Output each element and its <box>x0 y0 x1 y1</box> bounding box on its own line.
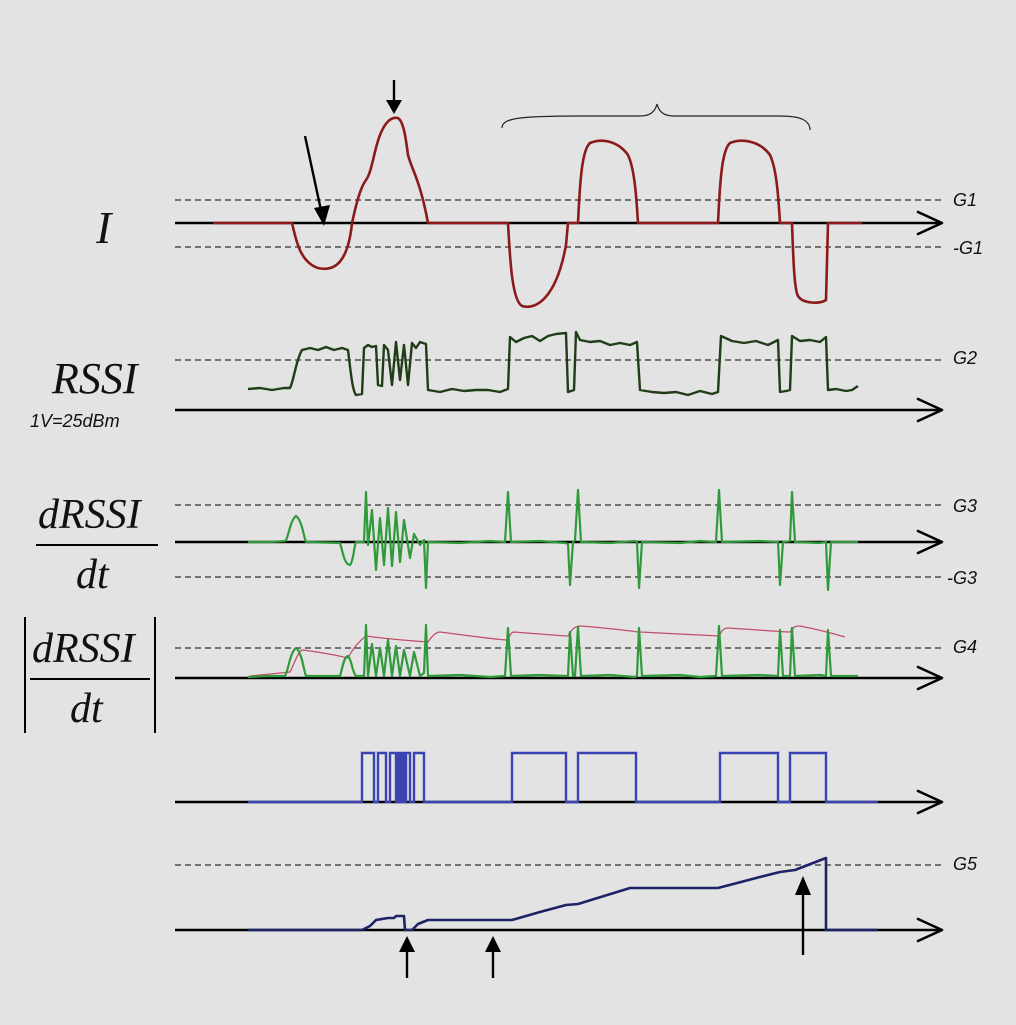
drssi-numerator: dRSSI <box>38 492 143 538</box>
threshold-neg-g1-label: -G1 <box>953 238 983 258</box>
axis-rssi <box>175 397 944 423</box>
threshold-neg-g3-label: -G3 <box>947 568 977 588</box>
current-waveform <box>213 116 862 309</box>
drssi-waveform <box>248 488 858 592</box>
abs-drssi-waveform <box>247 623 858 679</box>
threshold-g1-label: G1 <box>953 190 977 210</box>
axis-abs-drssi <box>175 665 944 691</box>
peak-arrow-top <box>386 80 402 114</box>
abs-drssi-denominator: dt <box>70 686 104 732</box>
peak-arrow-diagonal <box>303 135 330 226</box>
current-label: I <box>95 202 114 253</box>
integrator-waveform <box>248 856 878 932</box>
threshold-g4-label: G4 <box>953 637 977 657</box>
rssi-waveform <box>247 330 859 397</box>
event-arrow-2 <box>485 936 501 978</box>
rssi-label: RSSI <box>51 354 140 403</box>
event-arrow-1 <box>399 936 415 978</box>
abs-drssi-numerator: dRSSI <box>32 626 137 672</box>
threshold-g3-label: G3 <box>953 496 977 516</box>
brace <box>501 103 811 131</box>
trigger-arrow <box>795 876 811 955</box>
detector-waveform <box>248 751 878 804</box>
threshold-g2-label: G2 <box>953 348 977 368</box>
drssi-denominator: dt <box>76 552 110 598</box>
abs-drssi-envelope <box>249 625 846 677</box>
threshold-g5-label: G5 <box>953 854 978 874</box>
rssi-scale-label: 1V=25dBm <box>30 411 120 431</box>
axis-current <box>175 210 944 236</box>
